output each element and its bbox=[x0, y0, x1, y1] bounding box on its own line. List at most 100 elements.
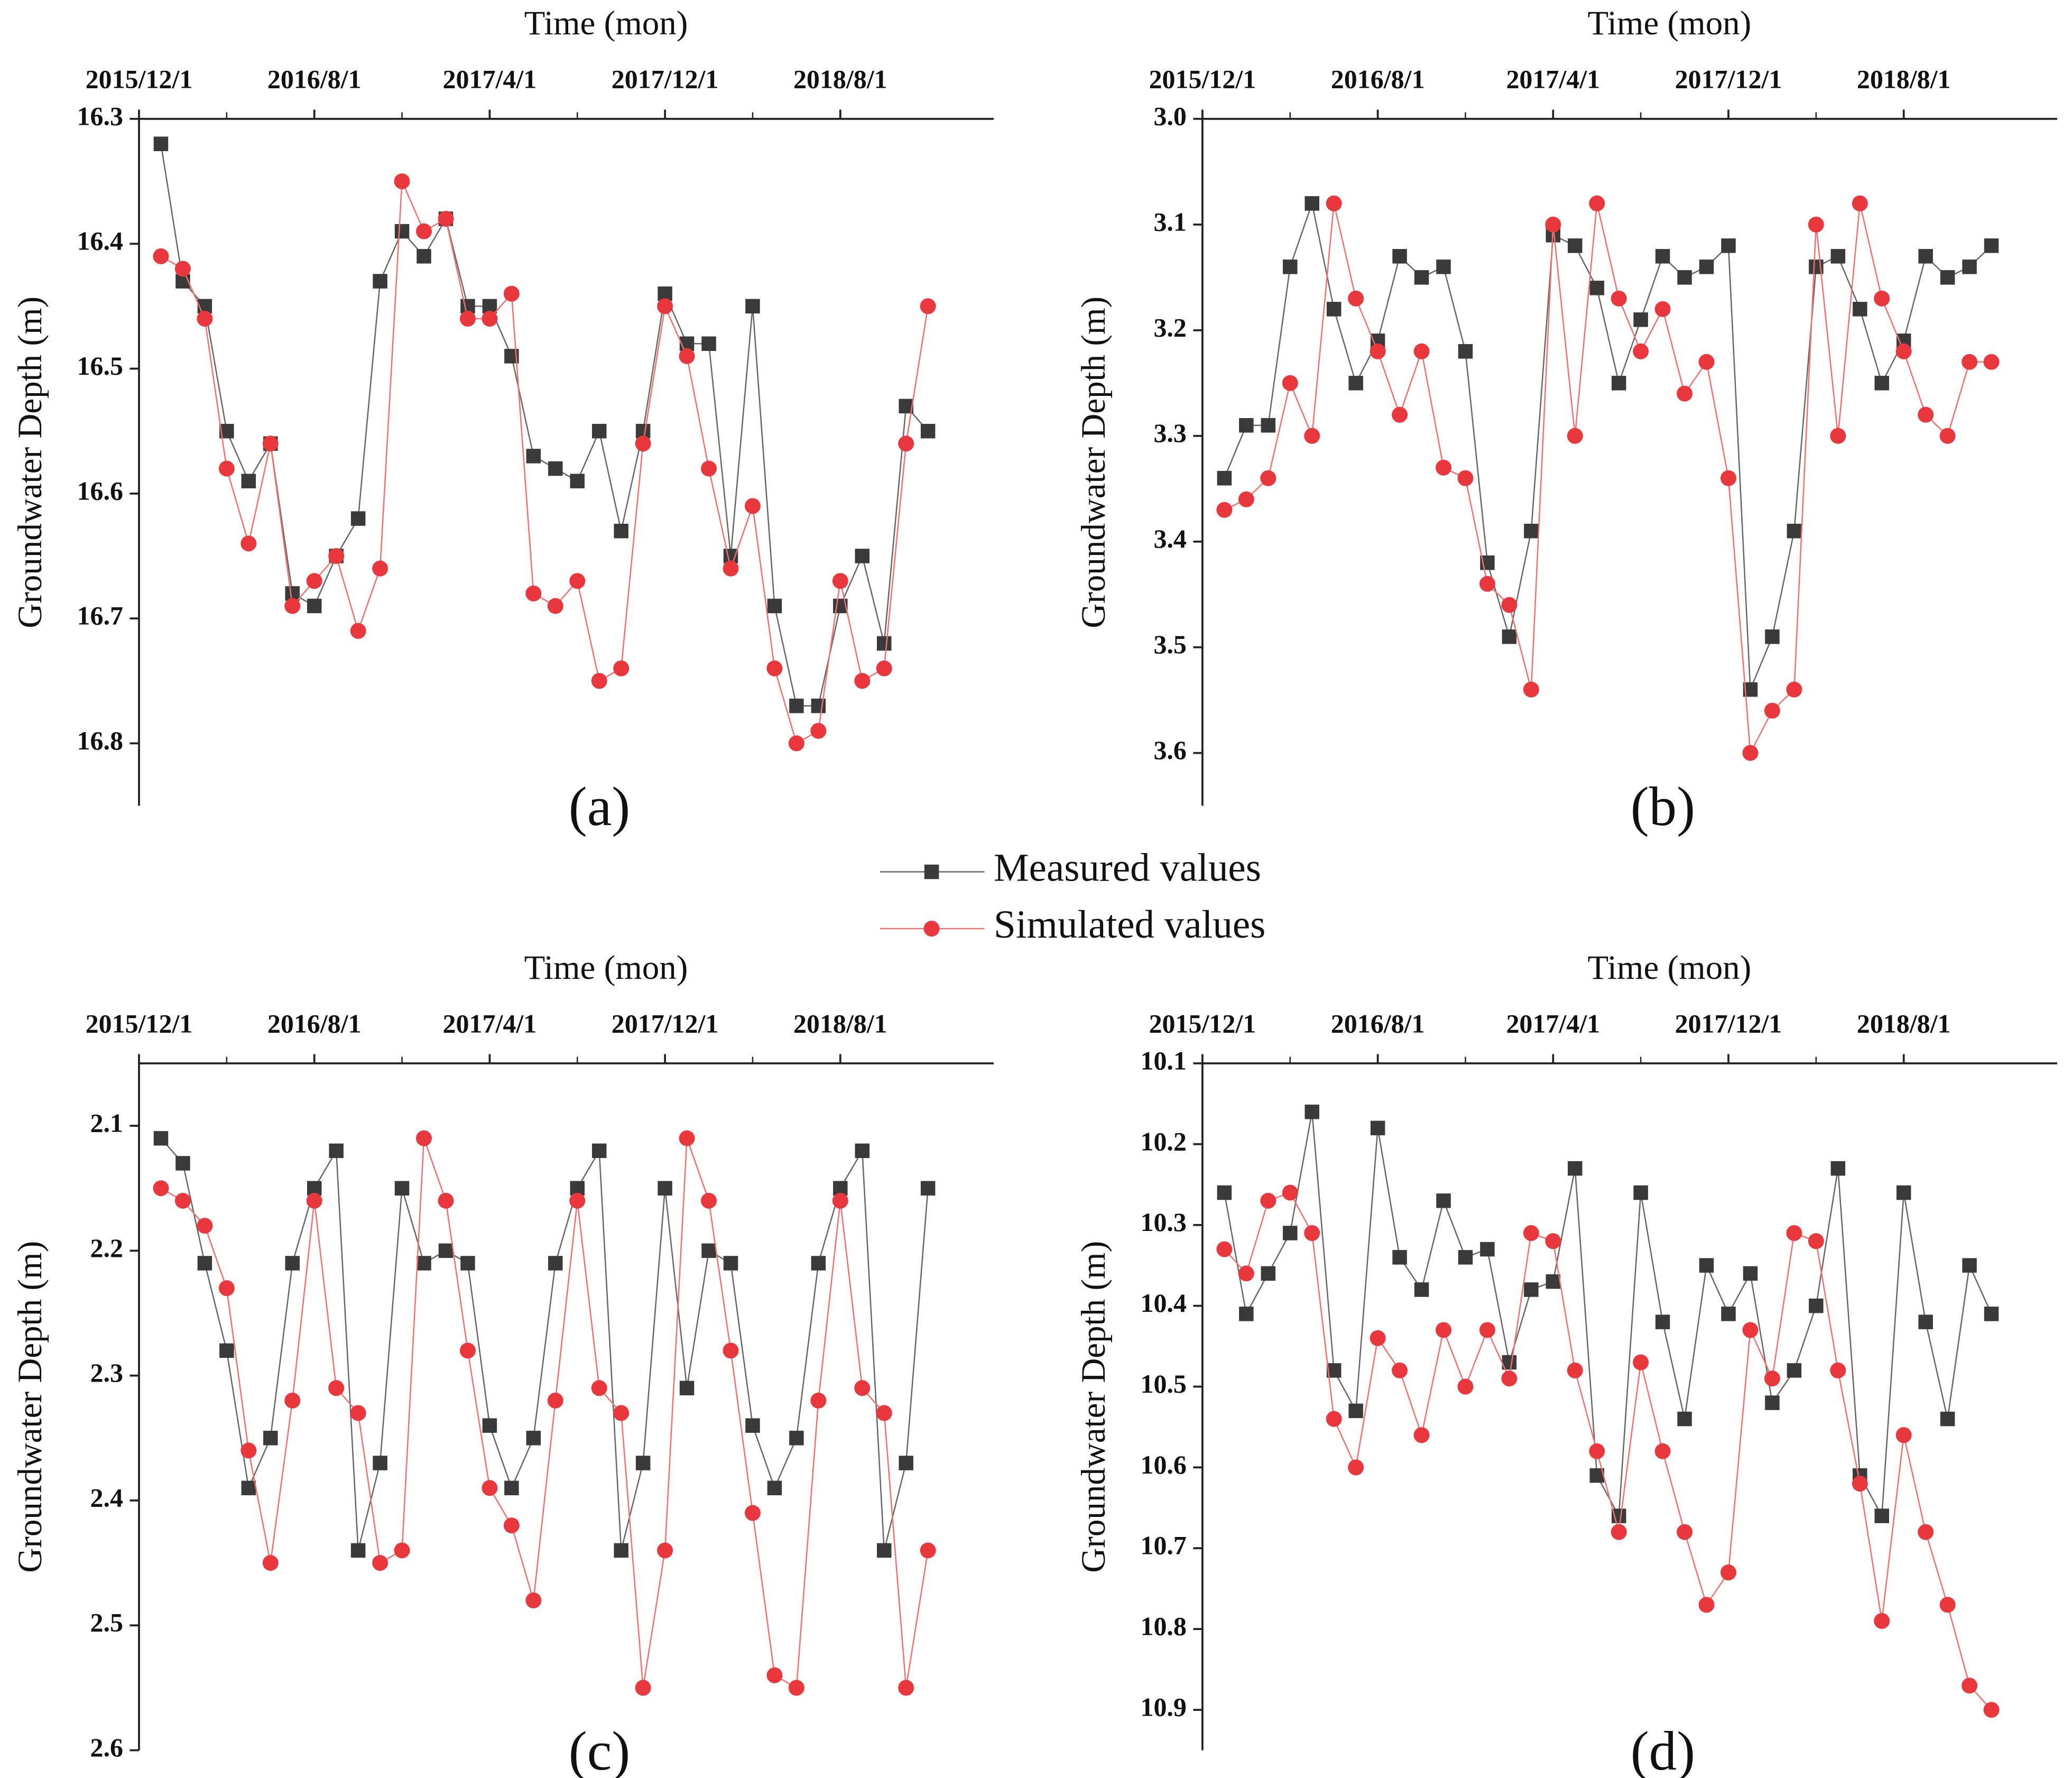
panel-label: (d) bbox=[1631, 1720, 1695, 1778]
marker bbox=[1523, 1225, 1539, 1241]
marker bbox=[284, 1392, 301, 1409]
panel-label: (a) bbox=[569, 775, 630, 837]
marker bbox=[503, 1517, 520, 1534]
marker bbox=[591, 1143, 607, 1159]
marker bbox=[372, 560, 388, 577]
marker bbox=[1764, 702, 1780, 719]
marker bbox=[394, 1181, 410, 1196]
panel-label: (c) bbox=[569, 1720, 630, 1778]
marker bbox=[1567, 428, 1583, 444]
marker bbox=[1765, 1395, 1780, 1410]
marker bbox=[218, 460, 235, 477]
marker bbox=[701, 336, 716, 351]
marker bbox=[174, 1192, 191, 1209]
marker bbox=[1962, 354, 1978, 370]
marker bbox=[1611, 290, 1627, 307]
marker bbox=[525, 1592, 542, 1608]
marker bbox=[1413, 343, 1430, 359]
marker bbox=[1305, 196, 1319, 211]
x-tick-label: 2018/8/1 bbox=[793, 64, 887, 94]
marker bbox=[438, 210, 454, 227]
marker bbox=[1545, 1233, 1561, 1249]
marker bbox=[1479, 1322, 1495, 1338]
marker bbox=[1217, 1185, 1232, 1200]
marker bbox=[679, 1381, 695, 1396]
marker bbox=[394, 173, 410, 190]
marker bbox=[482, 1480, 498, 1496]
marker bbox=[1568, 1161, 1583, 1176]
marker bbox=[285, 1256, 300, 1271]
x-tick-label: 2017/4/1 bbox=[443, 64, 537, 94]
marker bbox=[1786, 681, 1802, 698]
marker bbox=[1853, 302, 1867, 317]
marker bbox=[241, 474, 256, 488]
x-tick-label: 2017/4/1 bbox=[1506, 64, 1600, 94]
marker bbox=[1501, 597, 1518, 613]
marker bbox=[526, 449, 541, 464]
marker bbox=[1874, 376, 1889, 391]
marker bbox=[241, 1480, 256, 1496]
marker bbox=[788, 735, 804, 752]
marker bbox=[1721, 1307, 1736, 1321]
marker bbox=[1984, 238, 1999, 253]
marker bbox=[679, 348, 695, 364]
y-tick-label: 2.5 bbox=[90, 1608, 123, 1637]
marker bbox=[175, 1156, 190, 1171]
marker bbox=[810, 1392, 827, 1409]
marker bbox=[569, 1192, 586, 1209]
marker bbox=[679, 1130, 695, 1146]
marker bbox=[1940, 270, 1955, 285]
marker bbox=[373, 274, 387, 289]
x-tick-label: 2015/12/1 bbox=[86, 64, 193, 94]
marker bbox=[1962, 1258, 1977, 1273]
marker bbox=[1502, 629, 1517, 644]
marker bbox=[1786, 1225, 1802, 1241]
y-axis-title: Groundwater Depth (m) bbox=[1075, 1241, 1113, 1573]
marker bbox=[1348, 290, 1364, 307]
marker bbox=[1677, 270, 1692, 285]
marker bbox=[394, 1542, 410, 1559]
y-tick-label: 2.4 bbox=[90, 1483, 123, 1512]
marker bbox=[570, 474, 585, 488]
marker bbox=[591, 673, 607, 689]
marker bbox=[548, 1256, 563, 1271]
marker bbox=[876, 636, 892, 651]
marker bbox=[789, 698, 804, 714]
marker bbox=[723, 1342, 739, 1359]
marker bbox=[1238, 491, 1254, 507]
marker bbox=[1238, 1265, 1254, 1282]
marker bbox=[1392, 406, 1408, 423]
marker bbox=[547, 1392, 563, 1409]
legend-marker bbox=[924, 864, 939, 879]
marker bbox=[744, 1505, 761, 1521]
marker bbox=[459, 311, 476, 327]
marker bbox=[1413, 1427, 1430, 1443]
marker bbox=[1458, 344, 1473, 359]
marker bbox=[745, 299, 760, 314]
marker bbox=[1435, 459, 1451, 476]
marker bbox=[898, 436, 914, 452]
y-tick-label: 16.5 bbox=[77, 351, 123, 381]
marker bbox=[460, 1256, 475, 1271]
marker bbox=[1895, 1427, 1912, 1443]
y-tick-label: 3.5 bbox=[1153, 629, 1186, 659]
marker bbox=[1414, 270, 1429, 285]
marker bbox=[920, 423, 936, 439]
x-tick-label: 2018/8/1 bbox=[793, 1008, 887, 1038]
marker bbox=[482, 1418, 497, 1433]
marker bbox=[1523, 681, 1539, 698]
marker bbox=[723, 560, 739, 577]
x-tick-label: 2017/12/1 bbox=[612, 64, 719, 94]
series-line bbox=[1224, 203, 1992, 756]
marker bbox=[1326, 195, 1342, 211]
marker bbox=[1896, 1185, 1911, 1200]
marker bbox=[1457, 470, 1474, 486]
series-line bbox=[1224, 201, 1992, 690]
y-tick-label: 10.7 bbox=[1140, 1531, 1186, 1560]
y-tick-label: 16.4 bbox=[77, 226, 123, 256]
x-tick-label: 2018/8/1 bbox=[1857, 64, 1951, 94]
marker bbox=[1787, 1363, 1802, 1378]
series-line bbox=[160, 143, 929, 707]
marker bbox=[1217, 470, 1232, 486]
